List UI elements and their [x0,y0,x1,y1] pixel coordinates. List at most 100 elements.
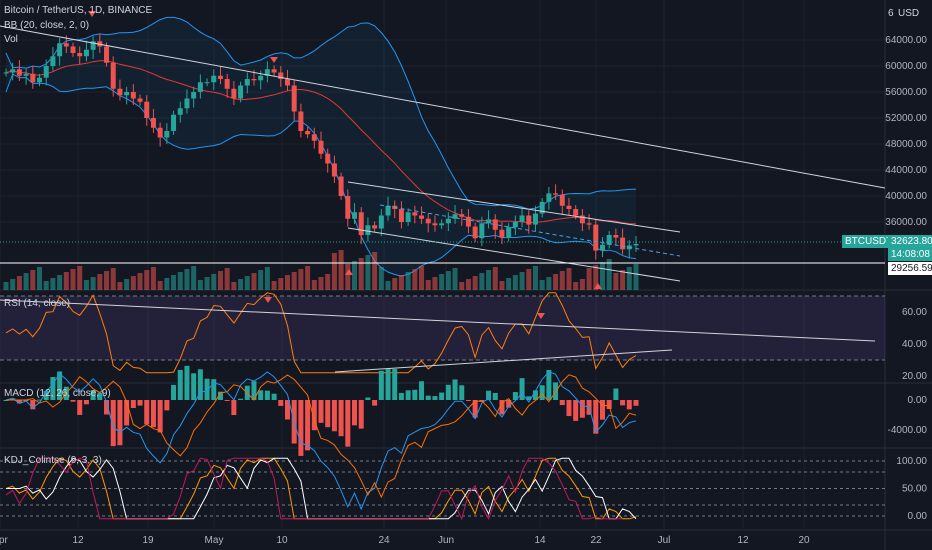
signal-marker [270,57,278,63]
macd-histogram-bar [459,385,465,400]
volume-bar [358,258,364,290]
volume-bar [539,280,545,290]
candle-body [439,223,445,226]
candle-body [23,73,29,76]
macd-histogram-bar [311,400,317,431]
candle-body [117,88,123,96]
volume-bar [284,275,290,290]
volume-bar [50,278,56,290]
volume-bar [472,276,478,290]
price-axis-label: 64000.00 [885,35,927,46]
price-axis-label: 56000.00 [885,87,927,98]
volume-bar [405,272,411,290]
volume-bar [164,278,170,290]
channel-lower [347,227,681,282]
volume-bar [499,281,505,290]
macd-histogram-bar [539,385,545,400]
macd-histogram-bar [150,400,156,428]
volume-bar [479,273,485,290]
candle-body [224,79,230,89]
volume-bar [338,250,344,290]
candle-body [305,131,311,135]
rsi-trendline [0,299,876,342]
macd-histogram-bar [278,400,284,406]
volume-indicator-label[interactable]: Vol [4,34,18,45]
volume-bar [486,270,492,290]
volume-bar [599,262,605,290]
rsi-indicator-label[interactable]: RSI (14, close) [4,298,71,309]
volume-bar [110,268,116,290]
time-axis-label: 24 [378,535,390,546]
macd-histogram-bar [318,400,324,423]
volume-bar [90,277,96,290]
macd-histogram-bar [90,390,96,400]
candle-body [445,218,451,224]
symbol-tag: BTCUSDT [842,235,896,248]
candle-body [244,79,250,86]
volume-bar [620,270,626,290]
volume-bar [506,278,512,290]
price-axis-label: 60000.00 [885,61,927,72]
volume-bar [278,278,284,290]
volume-bar [291,272,297,290]
volume-bar [526,269,532,290]
candle-body [486,219,492,224]
rsi-line [5,292,637,374]
macd-histogram-bar [573,400,579,421]
macd-indicator-label[interactable]: MACD (12, 26, close, 9) [4,388,111,399]
volume-bar [325,274,331,290]
macd-histogram-bar [204,378,210,400]
kdj-axis-label: 0.00 [908,511,928,522]
time-axis-label: 22 [590,535,602,546]
macd-histogram-bar [345,400,351,447]
macd-histogram-bar [432,396,438,400]
candle-body [506,227,512,238]
price-axis-label: 52000.00 [885,113,927,124]
candle-body [532,213,538,225]
candle-body [150,118,156,128]
candle-body [579,215,585,224]
macd-histogram-bar [412,389,418,400]
volume-bar [305,266,311,290]
candle-body [104,46,110,63]
macd-histogram-bar [177,369,183,400]
macd-histogram-bar [486,390,492,400]
volume-bar [606,259,612,290]
candle-body [157,127,163,138]
volume-bar [184,269,190,290]
candle-body [77,53,83,57]
volume-bar [398,275,404,290]
macd-histogram-bar [352,400,358,426]
candle-body [412,212,418,216]
volume-bar [512,275,518,290]
currency-label[interactable]: USD [898,8,920,19]
volume-bar [465,279,471,290]
volume-bar [459,282,465,290]
volume-bar [30,270,36,290]
macd-histogram-bar [593,400,599,434]
candle-body [539,201,545,214]
rsi-support-line [334,349,673,373]
candle-body [479,223,485,239]
volume-bar [372,252,378,290]
candle-body [492,219,498,230]
bb-indicator-label[interactable]: BB (20, close, 2, 0) [4,20,90,31]
candle-body [164,131,170,138]
volume-bar [546,277,552,290]
macd-histogram-bar [499,400,505,415]
axis-prefix: 6 [888,8,894,19]
macd-histogram-bar [372,400,378,406]
candle-body [278,72,284,79]
candle-body [620,237,626,250]
kdj-axis-label: 100.00 [896,456,927,467]
macd-histogram-bar [97,392,103,400]
volume-bar [392,278,398,290]
price-axis-label: 36000.00 [885,217,927,228]
kdj-indicator-label[interactable]: KDJ_Colintse (9, 3, 3) [4,455,102,466]
candle-body [10,69,16,73]
macd-histogram-bar [620,400,626,406]
candle-body [16,69,22,76]
volume-bar [345,264,351,290]
time-axis-label: 10 [276,535,288,546]
